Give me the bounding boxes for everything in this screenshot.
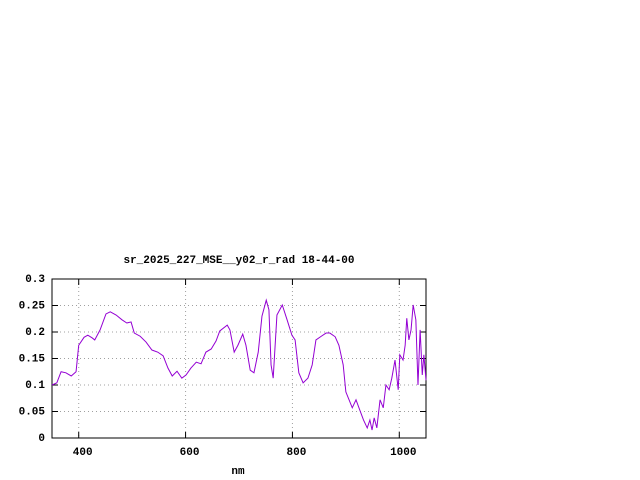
y-tick-label: 0.15 bbox=[19, 353, 46, 365]
y-tick-label: 0.05 bbox=[19, 406, 46, 418]
x-tick-label: 400 bbox=[73, 447, 93, 459]
y-tick-label: 0.1 bbox=[25, 380, 45, 392]
data-line bbox=[51, 298, 427, 431]
y-tick-label: 0.25 bbox=[19, 300, 46, 312]
y-tick-label: 0.2 bbox=[25, 327, 45, 339]
x-tick-label: 1000 bbox=[390, 447, 416, 459]
chart-title: sr_2025_227_MSE__y02_r_rad 18-44-00 bbox=[123, 255, 354, 267]
x-tick-label: 600 bbox=[180, 447, 200, 459]
plot-border bbox=[51, 278, 427, 439]
y-tick-label: 0.3 bbox=[25, 274, 45, 286]
y-tick-label: 0 bbox=[38, 433, 45, 445]
x-axis-label: nm bbox=[231, 466, 245, 478]
x-tick-label: 800 bbox=[287, 447, 307, 459]
